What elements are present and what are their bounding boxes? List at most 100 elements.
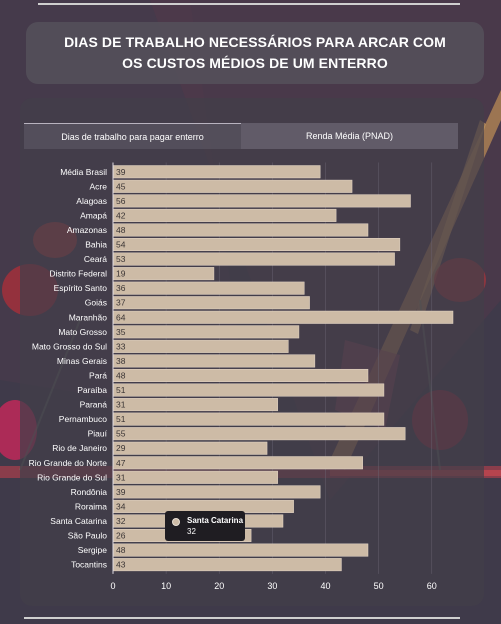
tab-dias-de-trabalho[interactable]: Dias de trabalho para pagar enterro [24, 123, 241, 149]
tab-renda-media[interactable]: Renda Média (PNAD) [241, 123, 458, 149]
category-label: Paraíba [77, 385, 107, 395]
bar [112, 310, 454, 324]
category-label: Santa Catarina [50, 516, 107, 526]
data-label: 45 [116, 181, 126, 191]
data-label: 32 [116, 516, 126, 526]
bar [112, 267, 215, 281]
category-label: Média Brasil [60, 167, 107, 177]
bar [112, 383, 385, 397]
chart-title: DIAS DE TRABALHO NECESSÁRIOS PARA ARCAR … [64, 34, 446, 71]
category-label: Piauí [88, 429, 108, 439]
bar [112, 194, 411, 208]
bar [112, 325, 300, 339]
data-label: 47 [116, 458, 126, 468]
bar [112, 368, 369, 382]
data-label: 54 [116, 240, 126, 250]
data-label: 48 [116, 545, 126, 555]
data-label: 51 [116, 414, 126, 424]
x-tick-label: 30 [267, 581, 277, 591]
category-label: Minas Gerais [57, 356, 107, 366]
data-label: 55 [116, 429, 126, 439]
bar [112, 296, 310, 310]
bar [112, 354, 316, 368]
category-label: Goiás [85, 298, 107, 308]
category-label: Rondônia [71, 487, 108, 497]
tooltip: Santa Catarina 32 [165, 511, 245, 541]
bar [112, 427, 406, 441]
tooltip-marker [172, 518, 180, 526]
top-divider [38, 3, 460, 5]
category-label: Sergipe [78, 545, 108, 555]
bar [112, 441, 268, 455]
category-label: São Paulo [68, 531, 107, 541]
tooltip-value: 32 [187, 527, 196, 536]
category-label: Rio Grande do Sul [37, 472, 107, 482]
bar [112, 238, 401, 252]
data-label: 48 [116, 225, 126, 235]
category-label: Acre [90, 181, 108, 191]
data-label: 35 [116, 327, 126, 337]
data-label: 42 [116, 210, 126, 220]
category-label: Ceará [84, 254, 107, 264]
bottom-divider [24, 617, 460, 619]
bar [112, 558, 342, 572]
data-label: 26 [116, 531, 126, 541]
category-label: Amapá [80, 210, 107, 220]
category-label: Tocantins [71, 560, 107, 570]
category-label: Mato Grosso [58, 327, 107, 337]
data-label: 39 [116, 167, 126, 177]
x-tick-label: 10 [161, 581, 171, 591]
data-label: 31 [116, 400, 126, 410]
category-label: Espírito Santo [54, 283, 108, 293]
category-label: Maranhão [69, 312, 108, 322]
category-label: Bahia [85, 240, 107, 250]
bar [112, 281, 305, 295]
bar [112, 543, 369, 557]
tooltip-label: Santa Catarina [187, 516, 244, 525]
data-label: 38 [116, 356, 126, 366]
category-label: Mato Grosso do Sul [32, 341, 107, 351]
tab-bar: Dias de trabalho para pagar enterro Rend… [24, 123, 458, 149]
bar [112, 223, 369, 237]
data-label: 37 [116, 298, 126, 308]
data-label: 43 [116, 560, 126, 570]
bar [112, 412, 385, 426]
category-label: Pernambuco [59, 414, 107, 424]
bar [112, 470, 278, 484]
x-tick-label: 60 [427, 581, 437, 591]
category-label: Paraná [80, 400, 108, 410]
x-tick-label: 0 [110, 581, 115, 591]
category-label: Distrito Federal [49, 269, 107, 279]
bar [112, 179, 353, 193]
category-label: Rio Grande do Norte [29, 458, 108, 468]
category-label: Pará [89, 370, 107, 380]
bar [112, 165, 321, 179]
bar [112, 339, 289, 353]
x-tick-label: 40 [320, 581, 330, 591]
data-label: 53 [116, 254, 126, 264]
x-tick-label: 50 [374, 581, 384, 591]
data-label: 19 [116, 269, 126, 279]
bar [112, 456, 363, 470]
category-label: Roraima [75, 501, 107, 511]
category-label: Amazonas [67, 225, 107, 235]
bar [112, 208, 337, 222]
category-label: Rio de Janeiro [52, 443, 107, 453]
x-tick-label: 20 [214, 581, 224, 591]
data-label: 39 [116, 487, 126, 497]
data-label: 64 [116, 312, 126, 322]
title-card: DIAS DE TRABALHO NECESSÁRIOS PARA ARCAR … [26, 22, 484, 84]
data-label: 36 [116, 283, 126, 293]
bar [112, 252, 395, 266]
data-label: 34 [116, 501, 126, 511]
data-label: 33 [116, 341, 126, 351]
bar [112, 398, 278, 412]
data-label: 31 [116, 472, 126, 482]
data-label: 51 [116, 385, 126, 395]
category-label: Alagoas [76, 196, 107, 206]
data-label: 29 [116, 443, 126, 453]
data-label: 48 [116, 370, 126, 380]
data-label: 56 [116, 196, 126, 206]
bar [112, 485, 321, 499]
